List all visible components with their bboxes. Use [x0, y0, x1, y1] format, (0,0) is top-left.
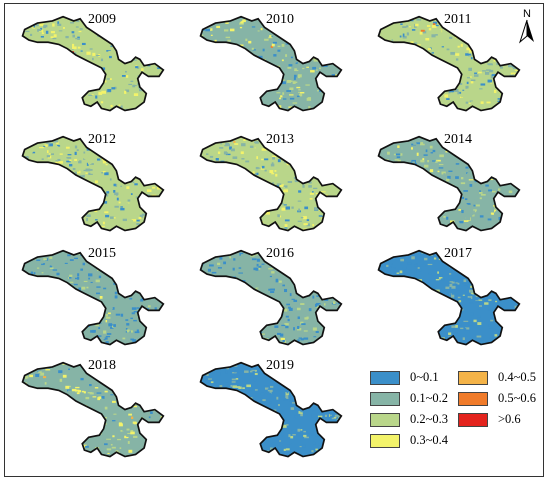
map-panel: 2011 [370, 6, 540, 114]
map-outline [377, 135, 521, 232]
province-map [21, 361, 165, 458]
province-map [377, 135, 521, 232]
map-panel: 2018 [14, 352, 184, 460]
north-label: N [523, 8, 531, 20]
province-map [377, 249, 521, 346]
legend: 0~0.1 0.1~0.2 0.2~0.3 0.3~0.4 0.4~0.5 0.… [370, 365, 540, 455]
legend-label: 0.3~0.4 [410, 433, 449, 447]
year-label: 2012 [88, 132, 116, 147]
map-base [378, 16, 520, 111]
year-label: 2013 [266, 132, 294, 147]
map-outline [199, 15, 343, 112]
map-panel: 2012 [14, 126, 184, 234]
province-map [21, 15, 165, 112]
map-outline [199, 361, 343, 458]
legend-swatch [370, 433, 400, 448]
map-base [378, 250, 520, 345]
year-label: 2015 [88, 246, 116, 261]
map-panel: 2009 [14, 6, 184, 114]
legend-item: 0.4~0.5 [458, 369, 536, 386]
legend-label: 0.5~0.6 [498, 391, 537, 405]
legend-item: 0.2~0.3 [370, 411, 448, 428]
legend-label: 0~0.1 [410, 370, 439, 384]
province-map [199, 361, 343, 458]
map-base [200, 250, 342, 345]
map-panel: 2014 [370, 126, 540, 234]
year-label: 2017 [444, 246, 472, 261]
map-outline [21, 249, 165, 346]
legend-item: 0~0.1 [370, 369, 439, 386]
year-label: 2018 [88, 358, 116, 373]
map-panel: 2016 [192, 240, 362, 348]
legend-item: >0.6 [458, 411, 521, 428]
legend-label: >0.6 [498, 412, 521, 426]
north-arrow: N [512, 6, 542, 46]
legend-item: 0.3~0.4 [370, 432, 448, 449]
province-map [199, 249, 343, 346]
map-outline [21, 15, 165, 112]
legend-swatch [458, 412, 488, 427]
map-outline [199, 135, 343, 232]
legend-label: 0.1~0.2 [410, 391, 449, 405]
legend-swatch [370, 391, 400, 406]
legend-swatch [370, 412, 400, 427]
year-label: 2010 [266, 12, 294, 27]
year-label: 2016 [266, 246, 294, 261]
province-map [21, 249, 165, 346]
year-label: 2014 [444, 132, 472, 147]
map-panel: 2013 [192, 126, 362, 234]
map-outline [377, 249, 521, 346]
province-map [199, 15, 343, 112]
map-base [22, 16, 164, 111]
legend-label: 0.4~0.5 [498, 370, 537, 384]
map-outline [21, 135, 165, 232]
map-panel: 2019 [192, 352, 362, 460]
legend-swatch [458, 370, 488, 385]
legend-swatch [458, 391, 488, 406]
map-outline [21, 361, 165, 458]
legend-label: 0.2~0.3 [410, 412, 449, 426]
province-map [199, 135, 343, 232]
map-panel: 2017 [370, 240, 540, 348]
legend-swatch [370, 370, 400, 385]
year-label: 2019 [266, 358, 294, 373]
legend-item: 0.5~0.6 [458, 390, 536, 407]
map-outline [377, 15, 521, 112]
legend-item: 0.1~0.2 [370, 390, 448, 407]
map-panel: 2015 [14, 240, 184, 348]
year-label: 2009 [88, 12, 116, 27]
north-arrow-icon: N [518, 8, 534, 44]
map-panel: 2010 [192, 6, 362, 114]
year-label: 2011 [444, 12, 472, 27]
map-base [200, 16, 342, 111]
province-map [377, 15, 521, 112]
map-outline [199, 249, 343, 346]
province-map [21, 135, 165, 232]
